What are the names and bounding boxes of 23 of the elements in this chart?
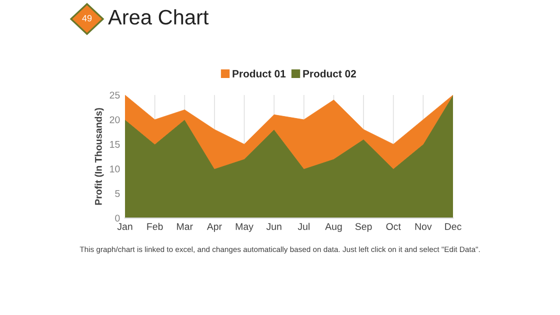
y-axis-title: Profit (In Thousands): [94, 108, 104, 205]
y-tick-label: 10: [110, 166, 120, 172]
x-tick-label: Feb: [147, 222, 163, 230]
text: 49: [82, 15, 92, 22]
x-tick-label: Nov: [415, 223, 432, 230]
x-tick-label: Jun: [266, 223, 282, 230]
x-tick-label: Oct: [386, 223, 401, 230]
y-tick-label: 5: [115, 190, 120, 198]
y-tick-label: 15: [110, 141, 120, 148]
x-tick-label: Dec: [445, 223, 462, 230]
x-tick-label: Jul: [298, 222, 310, 230]
chart-title: Area Chart: [108, 9, 209, 25]
y-tick-label: 0: [115, 214, 120, 222]
x-tick-label: May: [236, 223, 254, 232]
x-tick-label: Apr: [206, 223, 222, 232]
legend-label: Product 02: [303, 70, 356, 78]
x-tick-label: Mar: [177, 223, 193, 230]
y-tick-label: 20: [110, 116, 120, 124]
legend-label: Product 01: [232, 70, 286, 78]
y-tick-label: 25: [110, 92, 120, 99]
x-tick-label: Aug: [325, 223, 342, 232]
x-tick-label: Sep: [355, 223, 372, 232]
x-tick-label: Jan: [117, 223, 132, 230]
